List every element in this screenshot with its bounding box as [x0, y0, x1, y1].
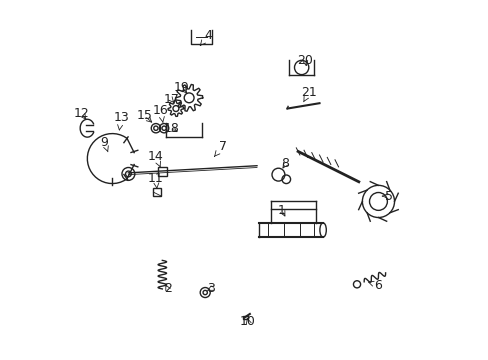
Text: 6: 6 — [368, 279, 382, 292]
Text: 9: 9 — [101, 136, 108, 152]
Text: 13: 13 — [113, 111, 129, 130]
Text: 5: 5 — [382, 190, 392, 203]
Text: 19: 19 — [174, 81, 189, 94]
Text: 11: 11 — [148, 172, 163, 188]
Text: 20: 20 — [297, 54, 312, 67]
Bar — [158, 167, 166, 176]
Bar — [243, 316, 247, 319]
Text: 10: 10 — [240, 315, 256, 328]
Text: 14: 14 — [148, 150, 163, 167]
Text: 16: 16 — [152, 104, 168, 122]
Text: 21: 21 — [300, 86, 316, 102]
Text: 4: 4 — [200, 29, 212, 46]
Text: 17: 17 — [163, 93, 179, 106]
Text: 8: 8 — [281, 157, 289, 170]
Text: 1: 1 — [278, 204, 285, 217]
Text: 3: 3 — [206, 283, 214, 296]
Text: 18: 18 — [163, 122, 179, 135]
Text: 7: 7 — [214, 140, 226, 156]
Text: 15: 15 — [136, 109, 152, 122]
Text: 2: 2 — [163, 283, 171, 296]
Bar — [153, 188, 161, 196]
Text: 12: 12 — [74, 107, 90, 120]
